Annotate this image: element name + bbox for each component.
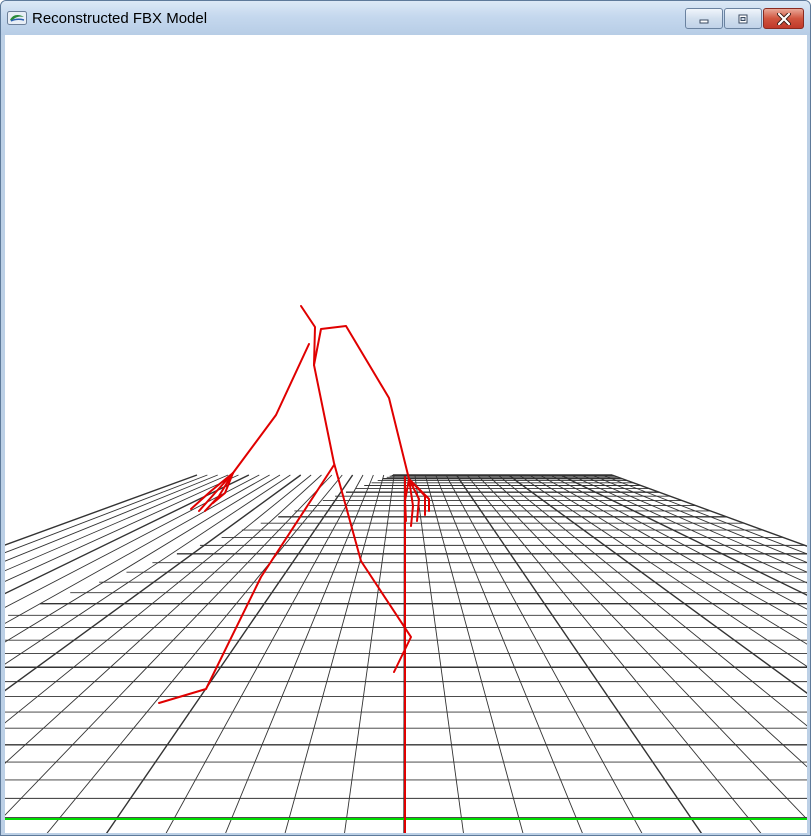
skeleton-left-finger-2 [198, 472, 234, 512]
grid-line [284, 474, 385, 833]
skeleton-right-finger-1 [408, 478, 414, 527]
grid-line [5, 474, 270, 624]
grid-line [225, 474, 374, 833]
grid-line [5, 474, 239, 582]
minimize-icon [699, 19, 709, 23]
ground-grid [5, 474, 807, 833]
skeleton-spine [313, 325, 410, 480]
maximize-icon [738, 14, 748, 23]
grid-line [5, 474, 250, 595]
grid-line [414, 474, 464, 833]
grid-line [5, 474, 322, 764]
grid-line [105, 474, 354, 833]
grid-line [559, 474, 807, 596]
grid-line [528, 474, 807, 645]
app-window-icon [7, 11, 27, 25]
grid-line [5, 474, 260, 608]
skeleton-left-finger-1 [190, 472, 234, 510]
skeleton-right-hand [404, 478, 410, 522]
grid-line [5, 474, 208, 554]
grid-line [46, 474, 343, 833]
grid-line [466, 474, 762, 833]
grid-line [539, 474, 807, 626]
close-icon [776, 12, 791, 25]
skeleton-right-finger-4 [408, 478, 430, 512]
grid-line [5, 474, 218, 562]
grid-line [344, 474, 395, 833]
minimize-button[interactable] [685, 8, 723, 29]
title-bar[interactable]: Reconstructed FBX Model [1, 1, 810, 35]
grid-line [5, 474, 312, 724]
grid-line [611, 474, 807, 547]
grid-line [5, 474, 333, 816]
skeleton-right-finger-2 [408, 478, 420, 522]
grid-line [601, 474, 807, 555]
maximize-button[interactable] [724, 8, 762, 29]
3d-viewport[interactable] [5, 35, 807, 833]
grid-line [455, 474, 703, 833]
grid-line [445, 474, 643, 833]
close-button[interactable] [763, 8, 804, 29]
skeleton [158, 305, 430, 833]
skeleton-left-arm [232, 343, 310, 474]
grid-line [165, 474, 364, 833]
grid-line [507, 474, 807, 695]
skeleton-right-leg [158, 464, 335, 704]
grid-line [580, 474, 807, 573]
grid-line [497, 474, 807, 727]
grid-line [487, 474, 807, 768]
grid-line [518, 474, 807, 667]
skeleton-torso-leg [313, 364, 412, 673]
grid-line [570, 474, 807, 584]
grid-line [5, 474, 302, 692]
grid-line [591, 474, 807, 563]
window-title: Reconstructed FBX Model [32, 10, 208, 27]
caption-buttons [685, 8, 804, 29]
grid-line [549, 474, 807, 610]
skeleton-head-neck [300, 305, 316, 366]
grid-line [435, 474, 583, 833]
grid-line [476, 474, 807, 820]
skeleton-left-finger-3 [204, 472, 234, 512]
grid-line [424, 474, 524, 833]
grid-line [5, 474, 281, 643]
skeleton-left-finger-4 [212, 472, 234, 504]
scene-canvas[interactable] [5, 35, 807, 833]
grid-line [5, 474, 291, 665]
grid-line [5, 474, 229, 572]
grid-line [5, 474, 198, 546]
